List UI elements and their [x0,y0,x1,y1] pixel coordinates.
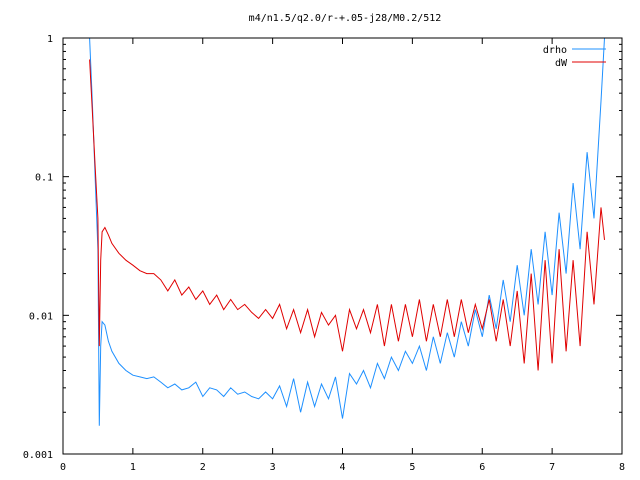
legend: drho dW [543,45,606,69]
x-tick-label: 8 [619,462,625,473]
y-tick-label: 0.001 [23,450,53,461]
x-tick-label: 4 [339,462,345,473]
x-tick-label: 3 [270,462,276,473]
x-tick-label: 5 [409,462,415,473]
y-axis: 0.001 0.01 0.1 1 [23,34,622,461]
y-tick-label: 0.1 [35,173,53,184]
series-line-drho [89,38,605,426]
y-tick-label: 1 [47,34,53,45]
x-axis: 0 1 2 3 4 5 6 7 8 [60,38,625,473]
y-tick-label: 0.01 [29,311,53,322]
legend-label-drho: drho [543,45,567,56]
x-tick-label: 1 [130,462,136,473]
series-line-dW [89,59,605,371]
x-tick-label: 6 [479,462,485,473]
x-tick-label: 2 [200,462,206,473]
chart-title: m4/n1.5/q2.0/r-+.05-j28/M0.2/512 [249,13,442,24]
plot-frame [62,37,623,455]
x-tick-label: 7 [549,462,555,473]
legend-label-dW: dW [555,58,568,69]
series-layer [89,38,605,426]
x-tick-label: 0 [60,462,66,473]
